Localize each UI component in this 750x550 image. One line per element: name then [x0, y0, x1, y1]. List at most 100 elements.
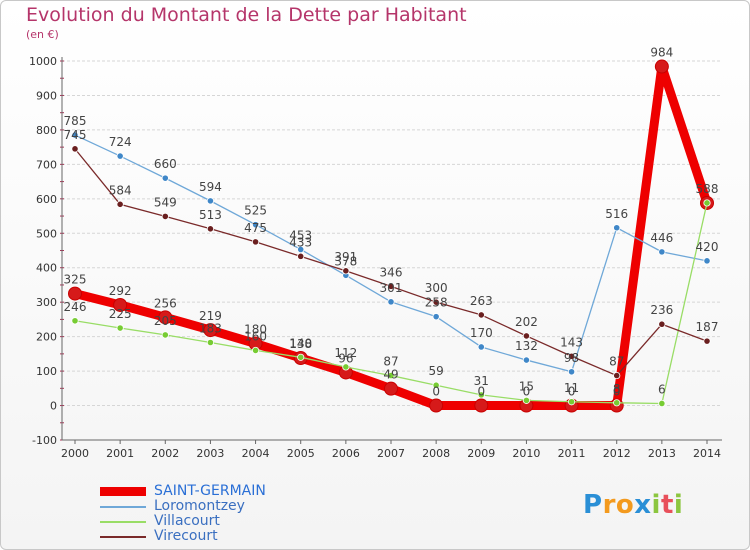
- data-label: 346: [380, 265, 403, 279]
- data-label: 219: [199, 309, 222, 323]
- x-tick-label: 2010: [512, 447, 540, 460]
- logo-letter: x: [634, 490, 652, 520]
- data-label: 143: [560, 335, 583, 349]
- y-tick-label: 900: [36, 89, 57, 102]
- legend-item: Villacourt: [100, 514, 266, 529]
- data-point: [474, 398, 489, 413]
- legend-swatch: [100, 505, 146, 508]
- x-tick-label: 2003: [196, 447, 224, 460]
- legend-label: SAINT-GERMAIN: [154, 483, 266, 499]
- data-point: [477, 391, 485, 399]
- x-tick-label: 2001: [106, 447, 134, 460]
- data-label: 325: [64, 273, 87, 287]
- data-point: [387, 282, 395, 290]
- data-label: 378: [334, 254, 357, 268]
- data-point: [116, 152, 124, 160]
- data-label: 391: [334, 250, 357, 264]
- data-label: 87: [609, 355, 624, 369]
- y-tick-label: -100: [32, 434, 57, 447]
- data-label: 225: [109, 307, 132, 321]
- data-label: 15: [519, 379, 534, 393]
- y-tick-label: 100: [36, 365, 57, 378]
- data-point: [297, 245, 305, 254]
- data-point: [161, 174, 169, 182]
- y-tick-label: 700: [36, 158, 57, 171]
- series-line-3: [74, 148, 708, 377]
- y-tick-label: 1000: [29, 55, 57, 68]
- x-tick-label: 2008: [422, 447, 450, 460]
- legend-swatch: [100, 487, 146, 496]
- data-point: [658, 320, 666, 328]
- data-point: [387, 298, 395, 306]
- x-tick-label: 2007: [377, 447, 405, 460]
- data-label: 433: [289, 235, 312, 249]
- data-label: 202: [515, 315, 538, 329]
- data-label: 256: [154, 296, 177, 310]
- data-point: [297, 252, 305, 260]
- data-label: 745: [64, 128, 87, 142]
- data-label: 112: [334, 346, 357, 360]
- data-label: 453: [289, 228, 312, 242]
- series-lines: [68, 59, 714, 413]
- data-label: 785: [64, 114, 87, 128]
- data-label: 132: [515, 339, 538, 353]
- data-point: [251, 221, 260, 229]
- legend-swatch: [100, 535, 146, 538]
- proxiti-logo: Proxiti: [583, 490, 683, 520]
- legend: SAINT-GERMAIN Loromontzey Villacourt Vireco…: [100, 484, 266, 544]
- x-tick-label: 2011: [558, 447, 586, 460]
- data-label: 11: [564, 381, 579, 395]
- data-label: 183: [199, 321, 222, 335]
- x-tick-label: 2006: [332, 447, 360, 460]
- data-label: 140: [289, 336, 312, 350]
- data-point: [613, 399, 621, 407]
- data-point: [432, 298, 440, 306]
- data-label: 49: [383, 368, 398, 382]
- data-label: 187: [696, 320, 719, 334]
- data-label: 96: [338, 351, 353, 365]
- y-tick-label: 500: [36, 227, 57, 240]
- legend-label: Virecourt: [154, 528, 218, 544]
- legend-label: Villacourt: [154, 513, 220, 529]
- data-label: 984: [650, 46, 673, 60]
- data-label: 236: [650, 303, 673, 317]
- data-point: [477, 343, 485, 351]
- data-point: [703, 199, 711, 207]
- y-tick-label: 200: [36, 331, 57, 344]
- logo-letter: t: [660, 490, 674, 520]
- data-point: [206, 338, 215, 347]
- data-label: 549: [154, 195, 177, 209]
- x-tick-label: 2012: [603, 447, 631, 460]
- data-label: 170: [470, 326, 493, 340]
- data-point: [116, 200, 124, 208]
- data-point: [71, 317, 79, 325]
- data-label: 516: [605, 207, 628, 221]
- data-point: [658, 248, 666, 256]
- legend-swatch: [100, 520, 146, 523]
- grid-lines: [62, 60, 722, 441]
- data-point: [658, 399, 666, 408]
- data-label: 205: [154, 314, 177, 328]
- data-point: [613, 224, 621, 232]
- data-point: [522, 396, 531, 404]
- data-label: 0: [568, 385, 576, 399]
- logo-letter: r: [602, 490, 616, 520]
- data-label: 0: [523, 385, 531, 399]
- y-tick-label: 300: [36, 296, 57, 309]
- data-label: 724: [109, 135, 132, 149]
- data-point: [477, 311, 485, 319]
- data-point: [654, 59, 669, 74]
- y-tick-label: 800: [36, 124, 57, 137]
- y-tick-label: 600: [36, 193, 57, 206]
- data-point: [251, 238, 260, 246]
- x-tick-label: 2004: [242, 447, 270, 460]
- data-label: 263: [470, 294, 493, 308]
- data-point: [161, 331, 169, 339]
- logo-letter: P: [583, 490, 603, 520]
- data-point: [342, 267, 350, 275]
- chart-subtitle: (en €): [26, 28, 59, 41]
- data-point: [522, 356, 531, 364]
- data-label: 8: [613, 382, 621, 396]
- logo-letter: i: [673, 490, 684, 520]
